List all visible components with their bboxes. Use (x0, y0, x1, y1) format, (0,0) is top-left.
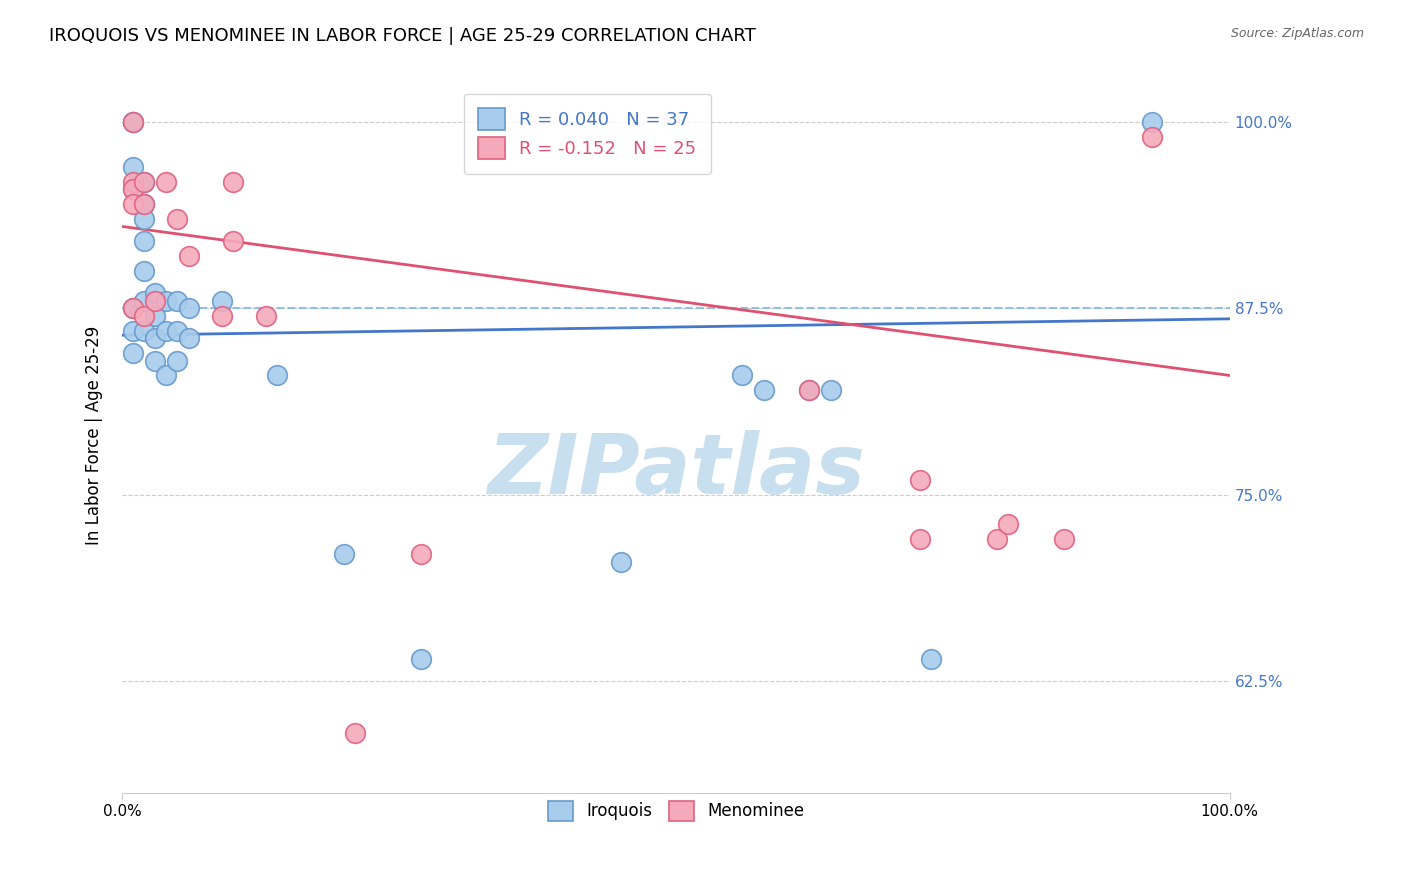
Text: IROQUOIS VS MENOMINEE IN LABOR FORCE | AGE 25-29 CORRELATION CHART: IROQUOIS VS MENOMINEE IN LABOR FORCE | A… (49, 27, 756, 45)
Point (143, 353, 166, 368)
Point (986, 533, 1008, 547)
Y-axis label: In Labor Force | Age 25-29: In Labor Force | Age 25-29 (86, 326, 103, 545)
Point (134, 309, 156, 323)
Point (332, 547, 354, 561)
Text: Source: ZipAtlas.com: Source: ZipAtlas.com (1230, 27, 1364, 40)
Point (122, 197, 145, 211)
Point (1052, 533, 1074, 547)
Point (155, 175, 177, 189)
Point (254, 309, 277, 323)
Point (122, 301, 145, 316)
Point (266, 368, 288, 383)
Point (134, 175, 156, 189)
Point (1140, 130, 1163, 145)
Point (143, 309, 166, 323)
Point (134, 264, 156, 278)
Point (134, 212, 156, 227)
Point (731, 368, 754, 383)
Point (122, 160, 145, 174)
Point (820, 384, 842, 398)
Point (177, 301, 200, 316)
Point (222, 175, 245, 189)
Point (122, 115, 145, 129)
Text: ZIPatlas: ZIPatlas (486, 430, 865, 511)
Point (754, 384, 776, 398)
Point (122, 115, 145, 129)
Point (155, 368, 177, 383)
Point (122, 182, 145, 196)
Point (143, 286, 166, 301)
Point (177, 331, 200, 345)
Point (122, 301, 145, 316)
Point (908, 473, 931, 487)
Point (920, 651, 942, 665)
Point (122, 115, 145, 129)
Point (155, 324, 177, 338)
Point (411, 651, 433, 665)
Point (997, 517, 1019, 532)
Point (177, 249, 200, 263)
Point (134, 324, 156, 338)
Point (609, 555, 631, 569)
Point (134, 197, 156, 211)
Point (166, 353, 188, 368)
Point (211, 309, 233, 323)
Point (134, 197, 156, 211)
Point (166, 293, 188, 308)
Point (908, 533, 931, 547)
Point (134, 293, 156, 308)
Point (222, 235, 245, 249)
Point (134, 235, 156, 249)
Point (211, 293, 233, 308)
Point (122, 175, 145, 189)
Point (166, 324, 188, 338)
Point (134, 175, 156, 189)
Point (122, 182, 145, 196)
Point (166, 212, 188, 227)
Point (797, 384, 820, 398)
Point (1140, 115, 1163, 129)
Point (343, 726, 366, 740)
Point (122, 324, 145, 338)
Legend: Iroquois, Menominee: Iroquois, Menominee (534, 788, 817, 834)
Point (411, 547, 433, 561)
Point (143, 331, 166, 345)
Point (143, 293, 166, 308)
Point (155, 293, 177, 308)
Point (122, 346, 145, 360)
Point (797, 384, 820, 398)
